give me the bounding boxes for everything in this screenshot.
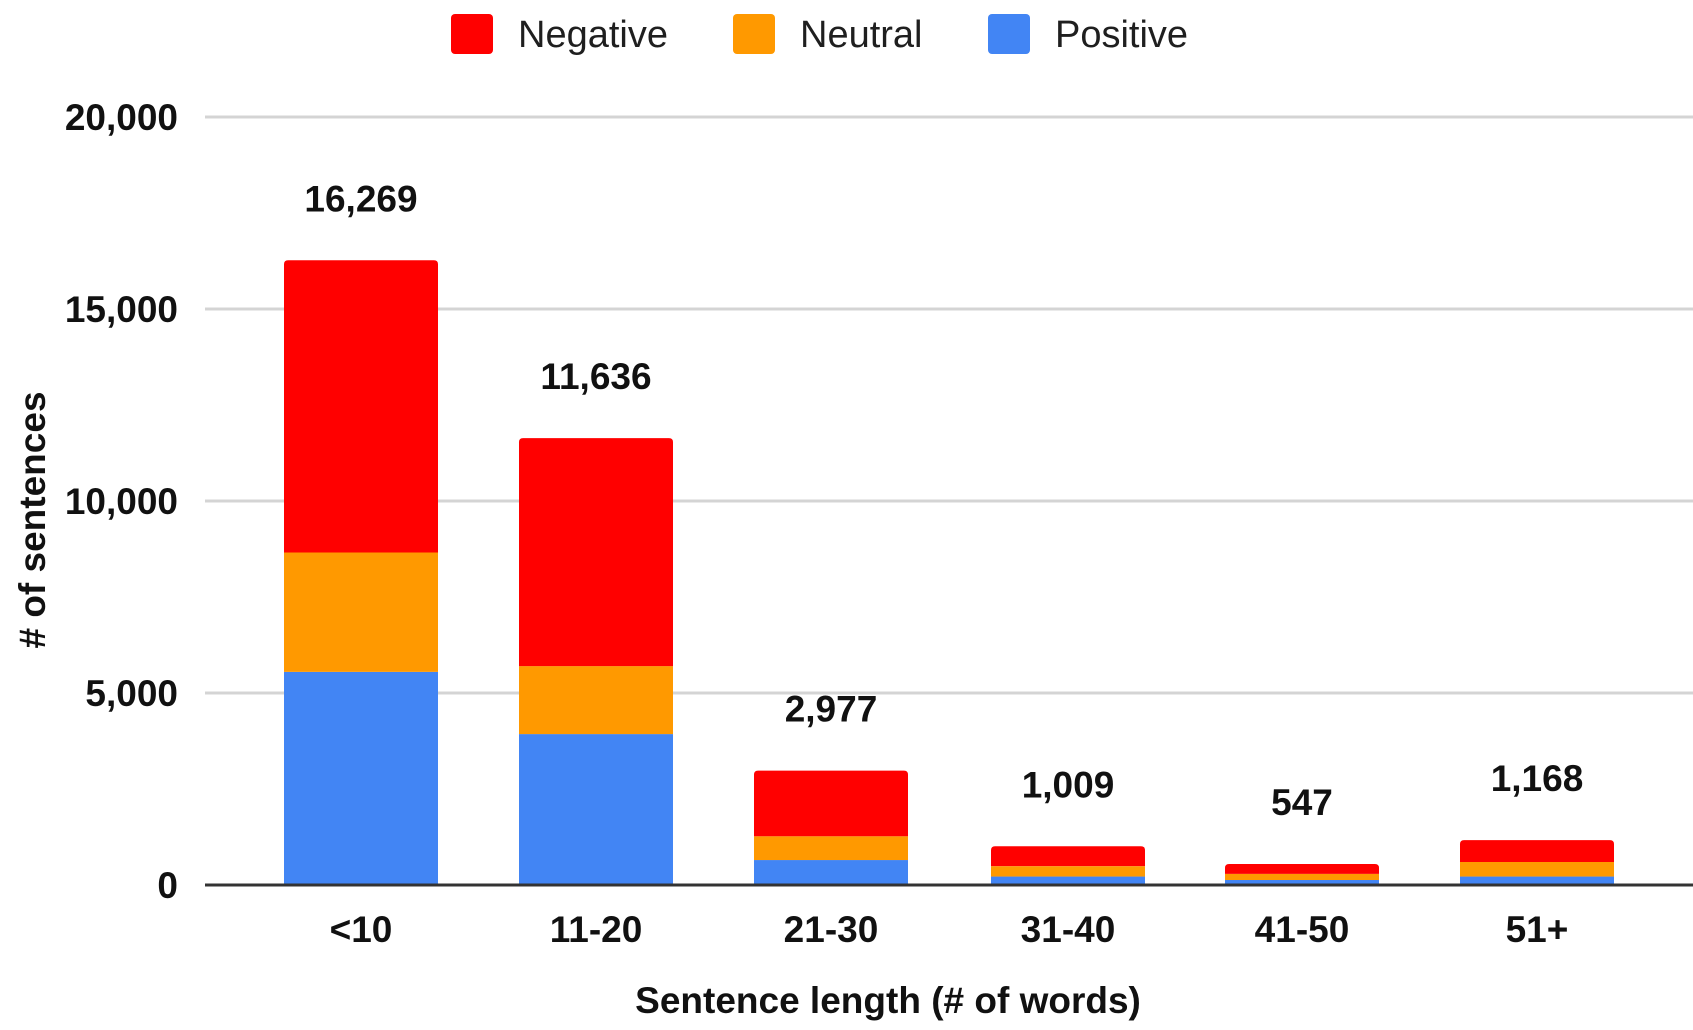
bar-segment-neutral-4 xyxy=(991,866,1145,877)
y-tick-label: 15,000 xyxy=(65,289,178,330)
x-axis-ticks: <10 11-20 21-30 31-40 41-50 51+ xyxy=(330,909,1569,950)
bar-total-label: 11,636 xyxy=(540,356,651,397)
y-tick-label: 5,000 xyxy=(85,673,178,714)
y-axis-ticks: 0 5,000 10,000 15,000 20,000 xyxy=(65,97,178,906)
x-tick-label: 51+ xyxy=(1506,909,1569,950)
y-tick-label: 20,000 xyxy=(65,97,178,138)
x-tick-label: 41-50 xyxy=(1255,909,1350,950)
bar-segment-positive-5 xyxy=(1225,880,1379,885)
bars xyxy=(284,260,1614,885)
legend-label: Positive xyxy=(1055,14,1188,56)
bar-segment-negative-5 xyxy=(1225,863,1379,874)
y-tick-label: 0 xyxy=(157,865,178,906)
x-tick-label: 21-30 xyxy=(784,909,879,950)
bar-segment-neutral-5 xyxy=(1225,873,1379,881)
x-tick-label: 11-20 xyxy=(550,909,643,950)
bar-segment-neutral-6 xyxy=(1460,861,1614,877)
legend: Negative Neutral Positive xyxy=(451,14,1188,56)
legend-swatch xyxy=(988,14,1030,54)
bar-segment-neutral-3 xyxy=(754,836,908,861)
x-tick-label: 31-40 xyxy=(1021,909,1116,950)
legend-label: Negative xyxy=(518,14,668,56)
y-axis-title: # of sentences xyxy=(12,391,53,648)
x-axis-title: Sentence length (# of words) xyxy=(635,980,1141,1021)
legend-label: Neutral xyxy=(800,14,923,56)
bar-segment-positive-3 xyxy=(754,860,908,885)
bar-segment-negative-1 xyxy=(284,260,438,553)
bar-segment-neutral-2 xyxy=(519,666,673,735)
legend-item-negative: Negative xyxy=(451,14,668,56)
bar-segment-negative-4 xyxy=(991,846,1145,867)
bar-segment-positive-6 xyxy=(1460,876,1614,885)
bar-segment-positive-2 xyxy=(519,734,673,885)
gridlines xyxy=(205,115,1693,695)
bar-segment-positive-1 xyxy=(284,671,438,885)
bar-total-label: 1,168 xyxy=(1491,758,1584,799)
total-labels: 16,269 11,636 2,977 1,009 547 1,168 xyxy=(304,178,1583,823)
bar-segment-positive-4 xyxy=(991,876,1145,885)
bar-total-label: 547 xyxy=(1271,782,1333,823)
bar-total-label: 1,009 xyxy=(1022,764,1115,805)
y-tick-label: 10,000 xyxy=(65,481,178,522)
legend-item-neutral: Neutral xyxy=(733,14,923,56)
bar-segment-neutral-1 xyxy=(284,552,438,672)
x-tick-label: <10 xyxy=(330,909,393,950)
bar-total-label: 2,977 xyxy=(785,689,878,730)
bar-segment-negative-6 xyxy=(1460,840,1614,862)
legend-swatch xyxy=(451,14,493,54)
legend-item-positive: Positive xyxy=(988,14,1188,56)
legend-swatch xyxy=(733,14,775,54)
bar-segment-negative-3 xyxy=(754,770,908,837)
bar-segment-negative-2 xyxy=(519,438,673,667)
bar-total-label: 16,269 xyxy=(304,178,417,219)
